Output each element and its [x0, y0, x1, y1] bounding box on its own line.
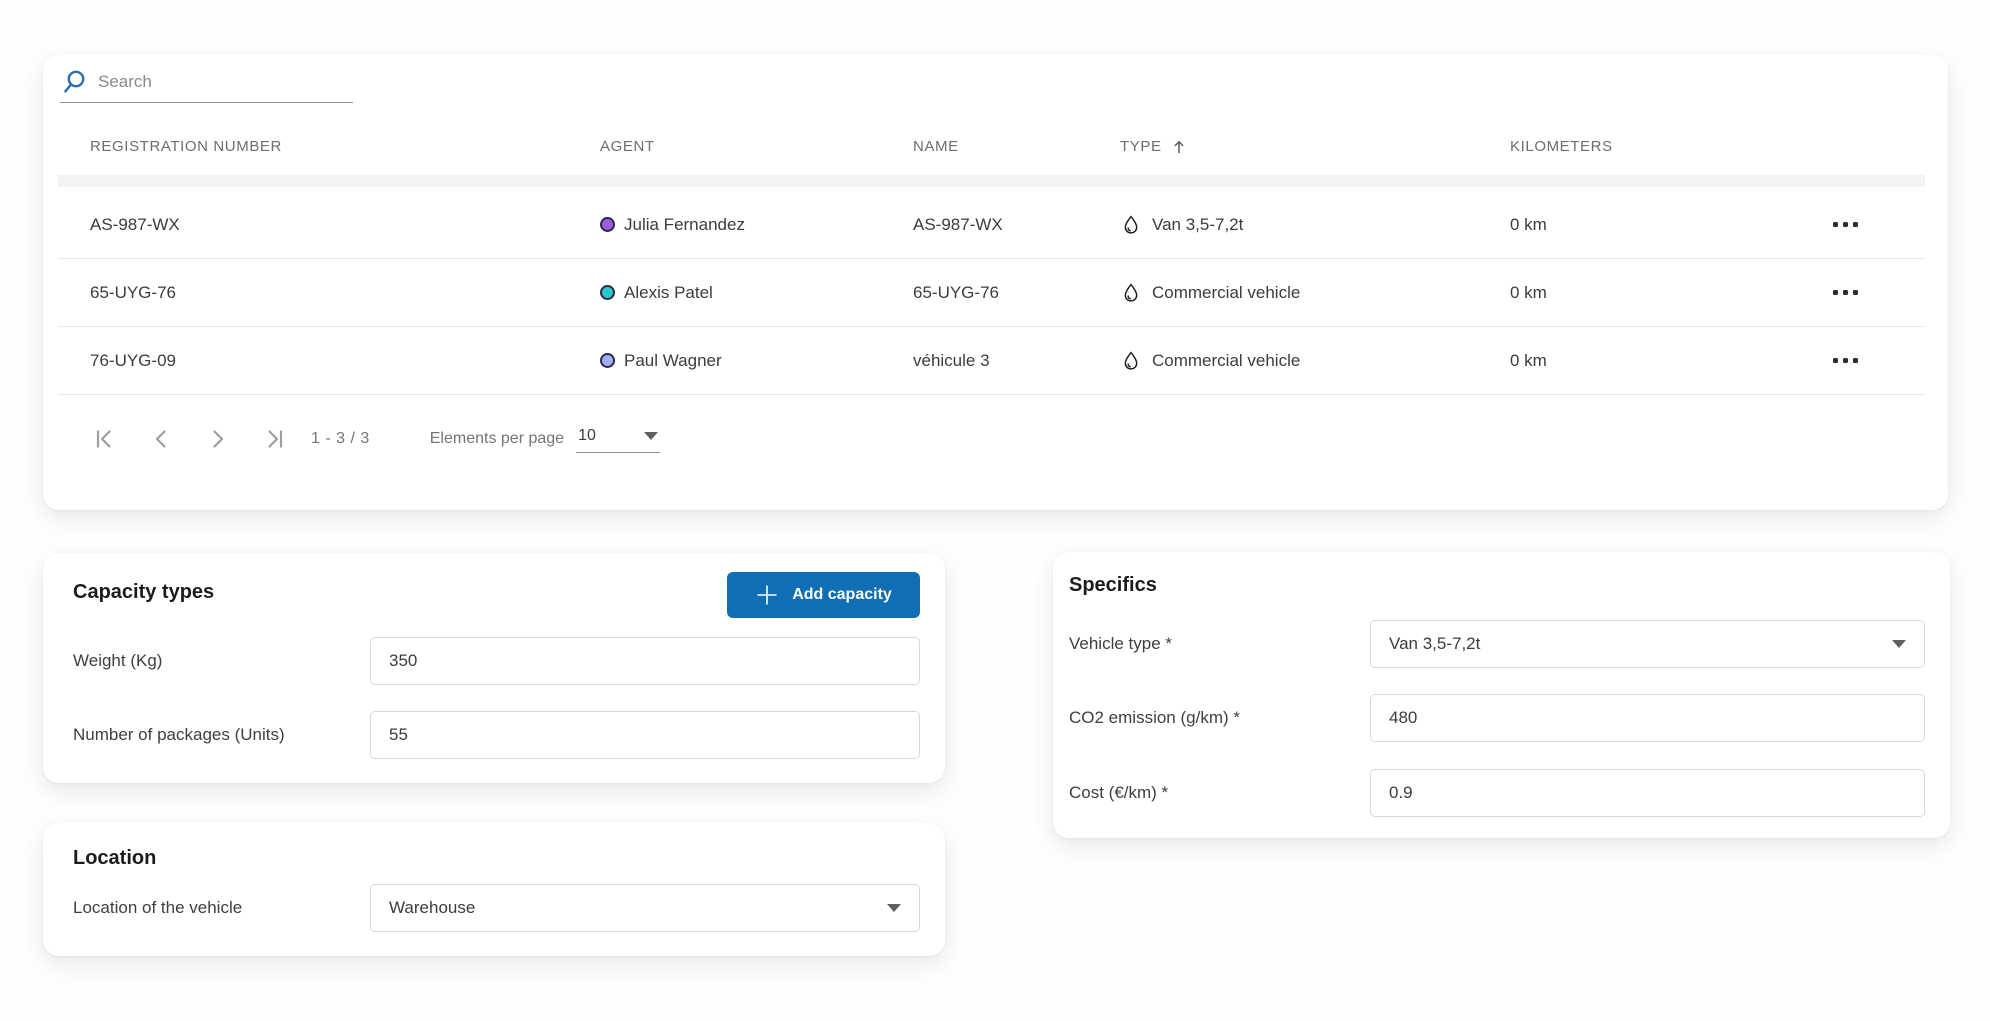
weight-input[interactable]	[370, 637, 920, 685]
location-select-value: Warehouse	[389, 898, 476, 917]
column-header-name[interactable]: NAME	[913, 138, 959, 155]
kilometers-cell: 0 km	[1510, 350, 1547, 370]
pagination-range: 1 - 3 / 3	[311, 430, 370, 447]
table-row[interactable]: AS-987-WX Julia Fernandez AS-987-WX Van …	[58, 191, 1925, 259]
co2-emission-label: CO2 emission (g/km) *	[1069, 708, 1240, 727]
row-actions-menu-icon[interactable]	[1831, 284, 1860, 301]
column-header-type[interactable]: TYPE	[1120, 138, 1510, 156]
per-page-value: 10	[578, 427, 596, 444]
vehicle-type-label: Vehicle type *	[1069, 634, 1173, 653]
plus-icon	[755, 583, 779, 607]
registration-cell: AS-987-WX	[90, 214, 180, 234]
kilometers-cell: 0 km	[1510, 282, 1547, 302]
location-card-title: Location	[73, 847, 157, 869]
table-progress-band	[58, 175, 1925, 191]
vehicle-list-card: REGISTRATION NUMBER AGENT NAME TYPE KILO…	[43, 55, 1948, 510]
column-header-agent[interactable]: AGENT	[600, 138, 655, 155]
packages-input[interactable]	[370, 711, 920, 759]
capacity-types-card: Capacity types Add capacity Weight (Kg) …	[43, 553, 945, 783]
next-page-icon[interactable]	[206, 427, 230, 451]
location-card: Location Location of the vehicle Warehou…	[43, 823, 945, 956]
weight-label: Weight (Kg)	[73, 651, 163, 670]
add-capacity-button[interactable]: Add capacity	[727, 572, 920, 618]
dropdown-arrow-icon	[644, 432, 659, 440]
fuel-drop-icon	[1120, 214, 1142, 236]
name-cell: 65-UYG-76	[913, 282, 999, 302]
registration-cell: 76-UYG-09	[90, 350, 176, 370]
fuel-drop-icon	[1120, 350, 1142, 372]
cost-label: Cost (€/km) *	[1069, 783, 1169, 802]
location-select[interactable]: Warehouse	[370, 884, 920, 932]
agent-color-dot	[600, 285, 615, 300]
first-page-icon[interactable]	[92, 427, 116, 451]
agent-name: Julia Fernandez	[624, 214, 745, 234]
specifics-card: Specifics Vehicle type * Van 3,5-7,2t CO…	[1053, 552, 1950, 838]
packages-label: Number of packages (Units)	[73, 725, 285, 744]
type-label: Commercial vehicle	[1152, 282, 1301, 302]
agent-color-dot	[600, 353, 615, 368]
vehicle-type-select[interactable]: Van 3,5-7,2t	[1370, 620, 1925, 668]
type-label: Commercial vehicle	[1152, 350, 1301, 370]
specifics-card-title: Specifics	[1069, 574, 1157, 596]
last-page-icon[interactable]	[263, 427, 287, 451]
table-header-row: REGISTRATION NUMBER AGENT NAME TYPE KILO…	[58, 118, 1925, 175]
capacity-card-title: Capacity types	[73, 581, 215, 603]
table-row[interactable]: 65-UYG-76 Alexis Patel 65-UYG-76 Commerc…	[58, 259, 1925, 327]
search-input[interactable]	[98, 71, 353, 92]
row-actions-menu-icon[interactable]	[1831, 216, 1860, 233]
type-label: Van 3,5-7,2t	[1152, 214, 1244, 234]
vehicle-table: REGISTRATION NUMBER AGENT NAME TYPE KILO…	[58, 118, 1925, 395]
co2-emission-input[interactable]	[1370, 694, 1925, 742]
dropdown-arrow-icon	[887, 904, 901, 912]
location-label: Location of the vehicle	[73, 898, 243, 917]
agent-color-dot	[600, 217, 615, 232]
fuel-drop-icon	[1120, 282, 1142, 304]
registration-cell: 65-UYG-76	[90, 282, 176, 302]
search-field[interactable]	[60, 61, 353, 103]
column-header-kilometers[interactable]: KILOMETERS	[1510, 138, 1613, 155]
agent-cell: Alexis Patel	[600, 283, 913, 303]
table-row[interactable]: 76-UYG-09 Paul Wagner véhicule 3 Commerc…	[58, 327, 1925, 395]
type-cell: Van 3,5-7,2t	[1120, 214, 1510, 236]
previous-page-icon[interactable]	[149, 427, 173, 451]
agent-name: Paul Wagner	[624, 350, 722, 370]
cost-input[interactable]	[1370, 769, 1925, 817]
type-cell: Commercial vehicle	[1120, 282, 1510, 304]
row-actions-menu-icon[interactable]	[1831, 352, 1860, 369]
pagination-bar: 1 - 3 / 3 Elements per page 10	[58, 407, 661, 471]
per-page-label: Elements per page	[429, 430, 565, 447]
agent-name: Alexis Patel	[624, 282, 713, 302]
name-cell: AS-987-WX	[913, 214, 1003, 234]
kilometers-cell: 0 km	[1510, 214, 1547, 234]
agent-cell: Julia Fernandez	[600, 215, 913, 235]
column-header-registration-number[interactable]: REGISTRATION NUMBER	[90, 138, 282, 155]
per-page-select[interactable]: 10	[576, 425, 661, 453]
dropdown-arrow-icon	[1892, 640, 1906, 648]
name-cell: véhicule 3	[913, 350, 990, 370]
vehicle-type-value: Van 3,5-7,2t	[1389, 634, 1481, 653]
search-icon	[60, 68, 88, 96]
agent-cell: Paul Wagner	[600, 351, 913, 371]
sort-ascending-icon	[1170, 138, 1188, 156]
type-cell: Commercial vehicle	[1120, 350, 1510, 372]
